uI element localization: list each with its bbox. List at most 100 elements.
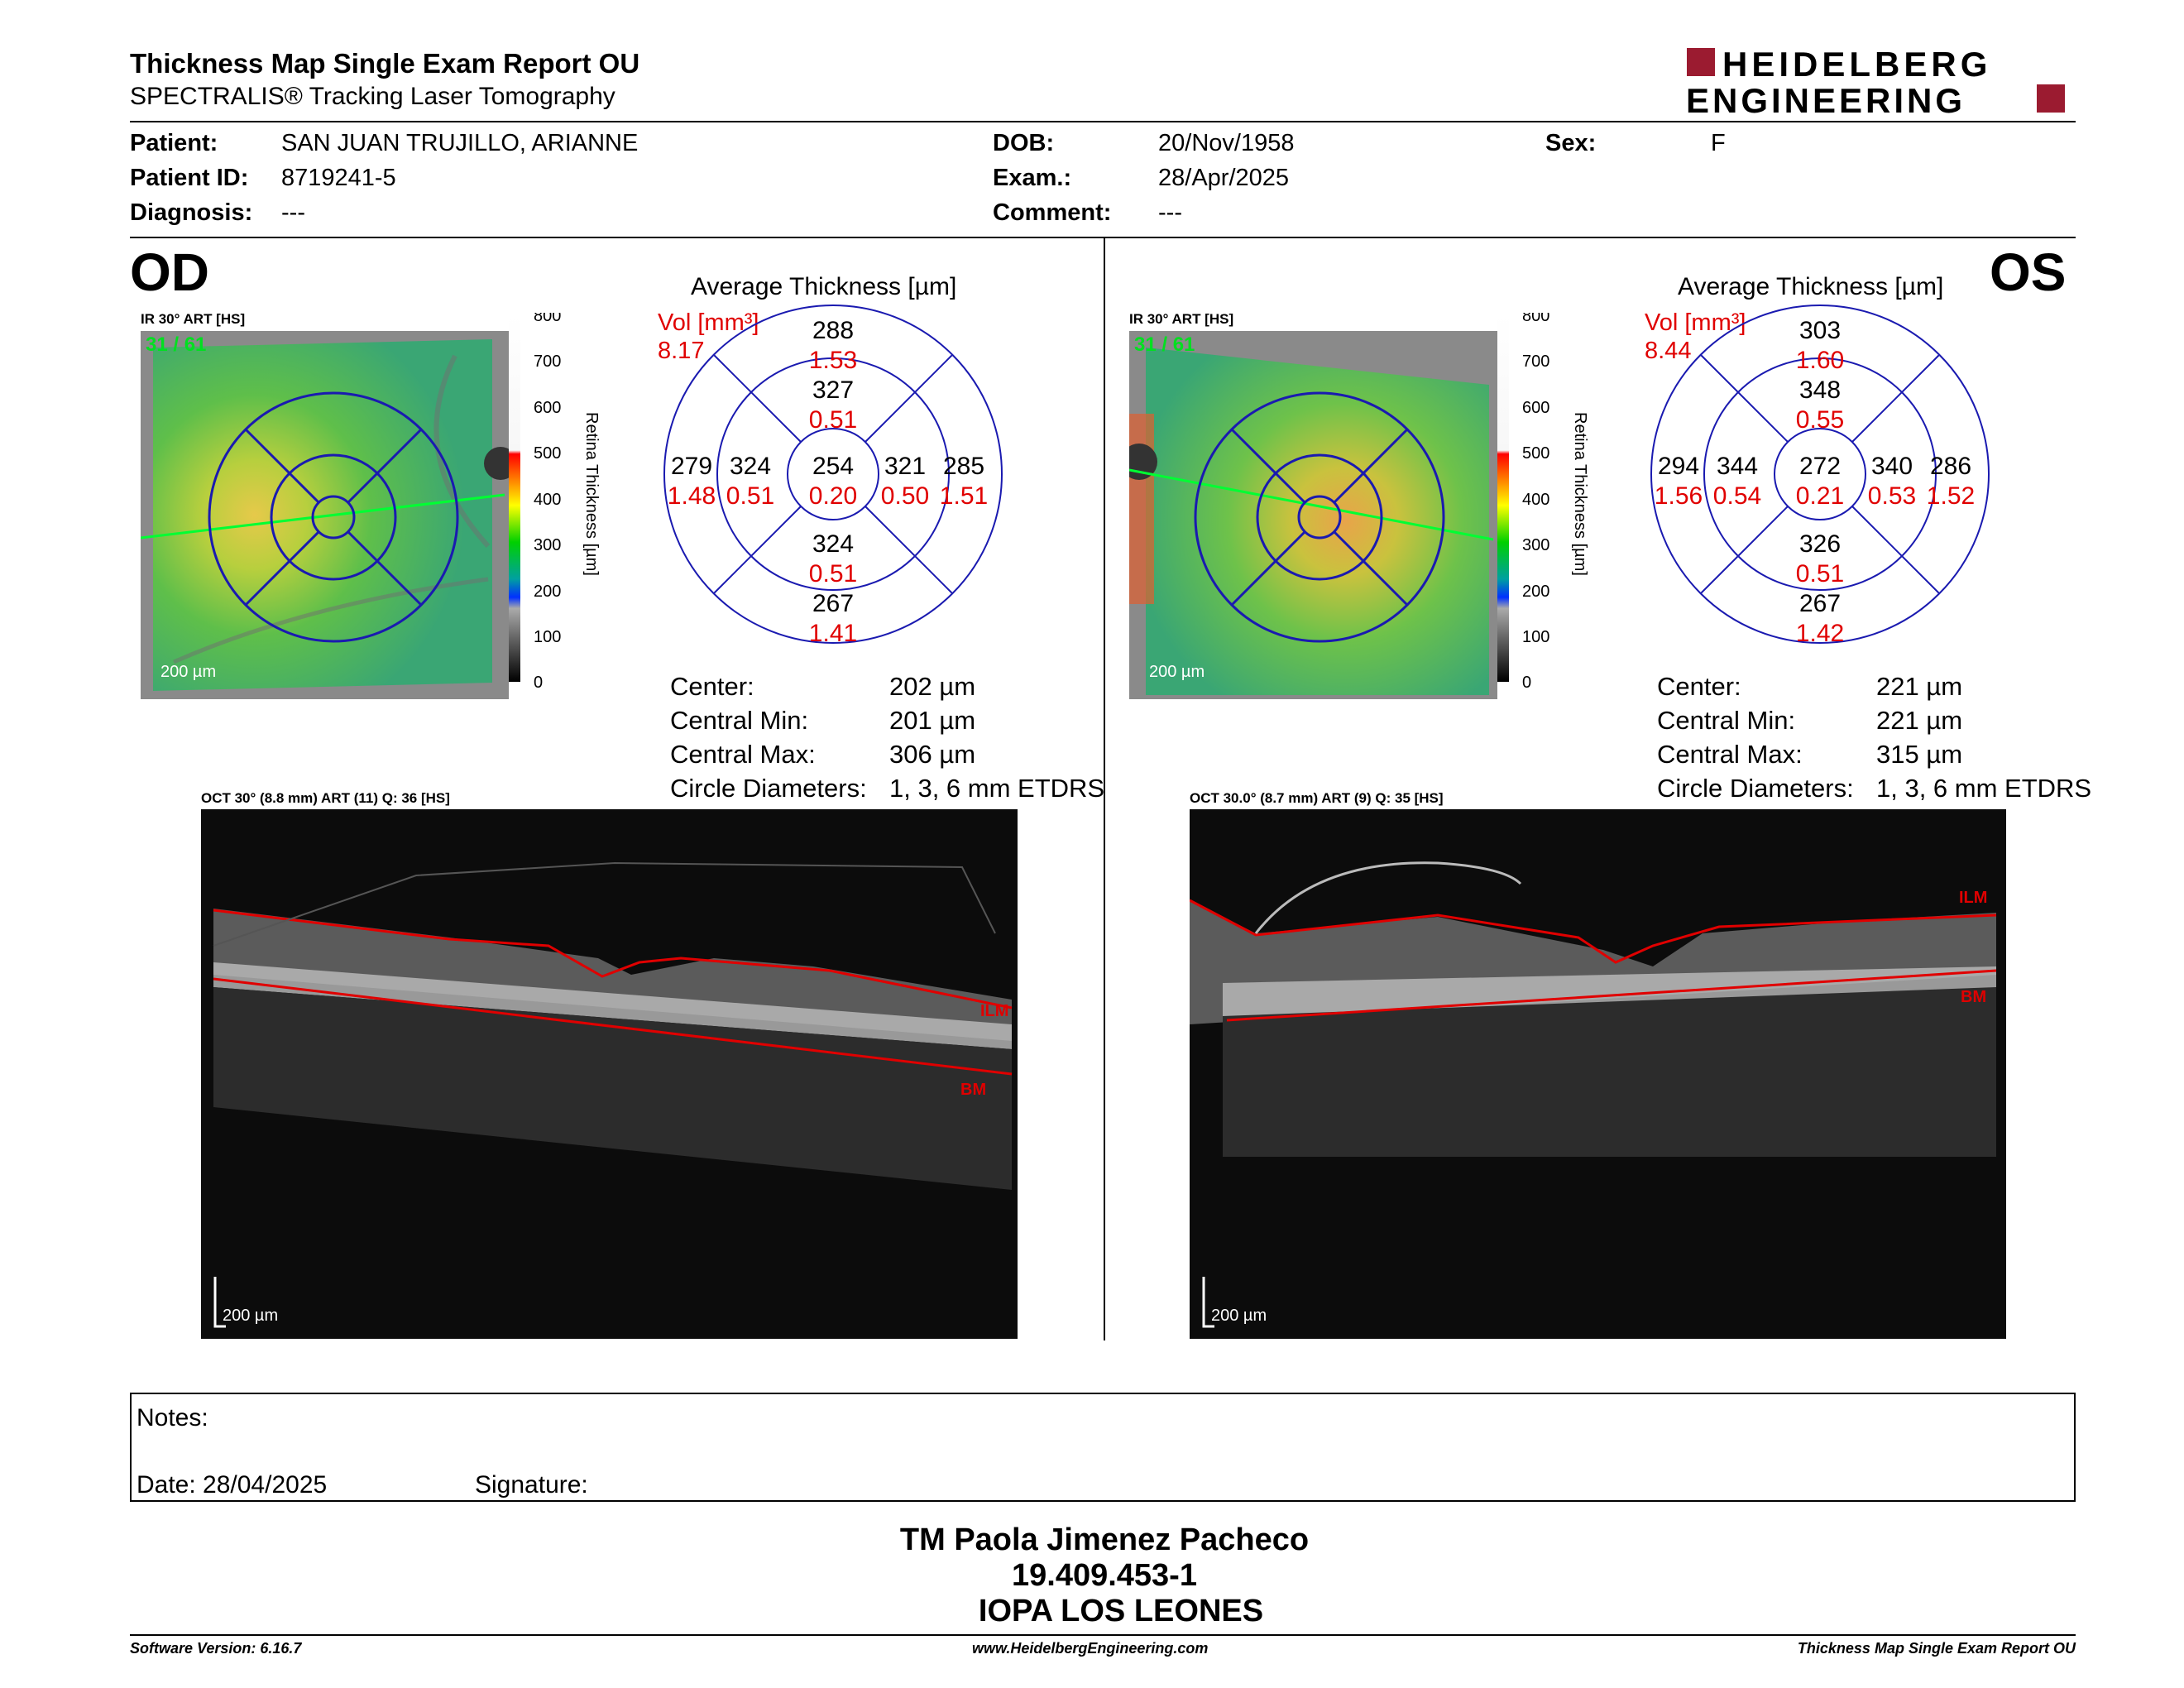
footer-report-name: Thickness Map Single Exam Report OU [1797,1640,2076,1657]
colorbar-tick: 400 [534,491,561,509]
od-rpe-band [213,962,1012,1049]
od-vitreous [213,861,996,947]
od-ilm-line [213,909,1013,1009]
od-min-label: Central Min: [670,706,809,735]
colorbar-tick: 200 [1522,583,1549,601]
sex-value: F [1711,130,1726,156]
heidelberg-logo: HEIDELBERG ENGINEERING [1686,45,2065,119]
footer-divider [130,1634,2076,1636]
os-outer-sup-thickness: 303 [1799,317,1841,344]
od-oct-label: OCT 30° (8.8 mm) ART (11) Q: 36 [HS] [201,790,450,806]
colorbar-tick: 500 [534,444,561,463]
notes-box[interactable]: Notes: Date: 28/04/2025 Signature: [130,1393,2076,1502]
od-inner-temp-thickness: 324 [730,453,771,480]
od-vol-total: 8.17 [658,338,705,364]
os-colorbar-ticks: 800 700 600 500 400 300 200 100 0 [1522,313,1549,692]
od-inner-inf-volume: 0.51 [809,560,857,587]
logo-square-bottom [2037,84,2065,113]
od-grid-overlay [208,391,459,643]
os-diam-label: Circle Diameters: [1657,774,1854,803]
website-link[interactable]: www.HeidelbergEngineering.com [972,1640,1209,1657]
colorbar-tick: 800 [1522,313,1549,325]
od-outer-nas-volume: 1.51 [940,482,988,510]
os-etdrs-grid: 303 1.60 348 0.55 272 0.21 344 0.54 294 … [1650,305,1990,646]
od-outer-inf-volume: 1.41 [809,620,857,646]
os-center-value: 221 µm [1876,672,1963,701]
os-colorbar-gradient [1497,314,1509,682]
colorbar-tick: 0 [534,674,543,692]
os-bm-line [1226,969,1997,1022]
od-min-value: 201 µm [889,706,976,735]
colorbar-tick: 100 [1522,628,1549,646]
patient-label: Patient: [130,130,218,156]
od-inner-nas-thickness: 321 [884,453,926,480]
exam-label: Exam.: [993,165,1072,191]
od-center-value: 202 µm [889,672,976,701]
os-eye-label: OS [1990,242,2067,302]
os-max-label: Central Max: [1657,740,1803,769]
os-outer-temp-volume: 1.56 [1655,482,1703,510]
os-grid-overlay [1194,391,1445,643]
os-etdrs-title: Average Thickness [µm] [1678,273,1944,300]
colorbar-tick: 100 [534,628,561,646]
os-bm-label: BM [1961,988,1986,1006]
os-center-volume: 0.21 [1796,482,1844,510]
os-choroid [1223,987,1996,1157]
od-ir-count: 31 / 61 [146,333,206,356]
os-oct-label: OCT 30.0° (8.7 mm) ART (9) Q: 35 [HS] [1190,790,1444,806]
od-bm-label: BM [960,1081,986,1099]
os-outer-nas-volume: 1.52 [1927,482,1975,510]
od-scan-line [141,493,505,539]
od-diam-value: 1, 3, 6 mm ETDRS [889,774,1105,803]
od-outer-sup-thickness: 288 [812,317,854,344]
dob-value: 20/Nov/1958 [1158,130,1295,156]
colorbar-tick: 300 [534,536,561,554]
od-colorbar-title: Retina Thickness [µm] [582,412,601,576]
od-outer-inf-thickness: 267 [812,590,854,617]
os-center-label: Center: [1657,672,1741,701]
patient-divider [130,237,2076,238]
os-inner-temp-thickness: 344 [1717,453,1758,480]
os-colorbar: 800 700 600 500 400 300 200 100 0 Retina… [1497,313,1589,692]
signer-id: 19.409.453-1 [1012,1558,1197,1593]
od-bm-line [213,977,1013,1076]
patient-id-value: 8719241-5 [281,165,396,191]
os-disc-edge [1129,414,1154,604]
exam-value: 28/Apr/2025 [1158,165,1290,191]
od-optic-disc [484,447,509,480]
od-outer-nas-thickness: 285 [943,453,984,480]
os-diam-value: 1, 3, 6 mm ETDRS [1876,774,2092,803]
colorbar-tick: 0 [1522,674,1531,692]
od-ir-label: IR 30° ART [HS] [141,311,246,327]
colorbar-tick: 800 [534,313,561,325]
od-center-volume: 0.20 [809,482,857,510]
od-outer-sup-volume: 1.53 [809,347,857,374]
os-oct-scan: ILM BM 200 µm [1190,809,2006,1339]
os-oct-scale: 200 µm [1211,1307,1267,1325]
os-inner-nas-volume: 0.53 [1868,482,1916,510]
od-colorbar-ticks: 800 700 600 500 400 300 200 100 0 [534,313,561,692]
od-outer-temp-thickness: 279 [671,453,712,480]
notes-date: Date: 28/04/2025 [136,1471,328,1499]
comment-value: --- [1158,199,1182,226]
software-version: Software Version: 6.16.7 [130,1640,302,1657]
os-scale-label: 200 µm [1149,663,1205,681]
signer-institution: IOPA LOS LEONES [978,1594,1264,1628]
os-vol-total: 8.44 [1645,338,1692,364]
os-inner-sup-thickness: 348 [1799,376,1841,404]
os-outer-temp-thickness: 294 [1658,453,1699,480]
od-colorbar-gradient [509,314,520,682]
od-scale-label: 200 µm [160,663,216,681]
header-divider [130,121,2076,122]
od-inner-nas-volume: 0.50 [881,482,929,510]
logo-square-top [1687,48,1715,76]
os-thickness-overlay [1146,348,1489,695]
od-inner-inf-thickness: 324 [812,530,854,558]
os-center-thickness: 272 [1799,453,1841,480]
colorbar-tick: 300 [1522,536,1549,554]
report-title: Thickness Map Single Exam Report OU [130,48,640,79]
colorbar-tick: 200 [534,583,561,601]
os-ir-label: IR 30° ART [HS] [1129,311,1234,327]
od-inner-sup-volume: 0.51 [809,406,857,434]
colorbar-tick: 700 [1522,352,1549,371]
